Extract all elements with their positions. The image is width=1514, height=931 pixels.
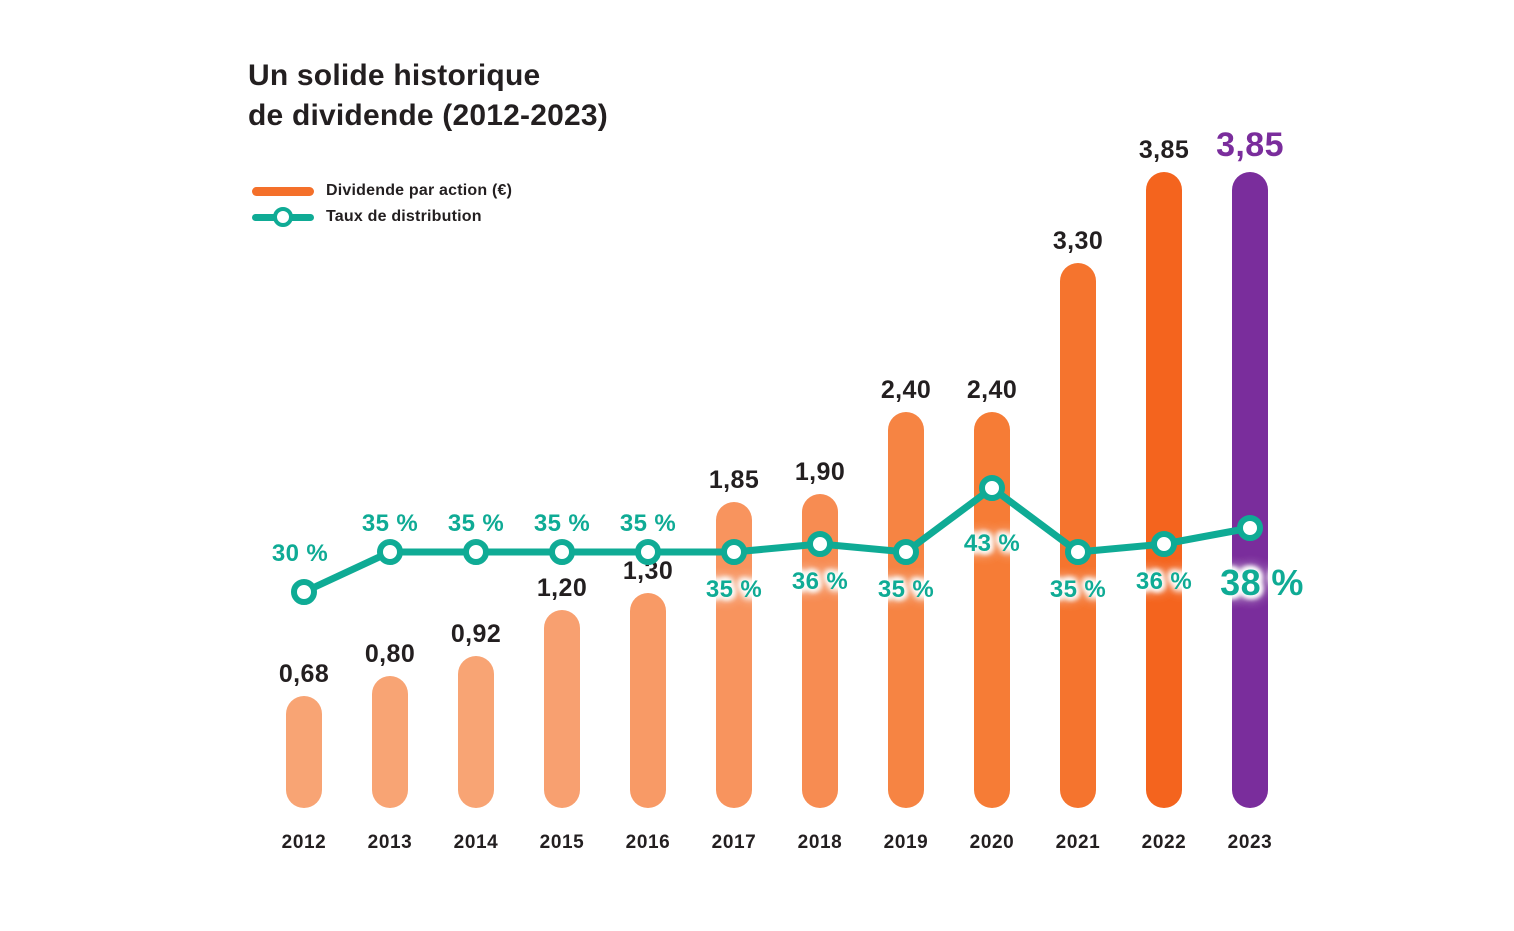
- bar-value-label-2017: 1,85: [708, 466, 760, 495]
- page-title: Un solide historique de dividende (2012-…: [248, 59, 608, 132]
- distribution-rate-label-2015: 35 %: [533, 510, 591, 537]
- bar-2013[interactable]: [372, 675, 408, 808]
- distribution-rate-label-2022: 36 %: [1135, 568, 1193, 595]
- legend-item-taux: Taux de distribution: [252, 204, 512, 230]
- x-axis-label-2013: 2013: [367, 832, 413, 853]
- bar-2020[interactable]: [974, 411, 1010, 808]
- x-axis-label-2015: 2015: [539, 832, 585, 853]
- distribution-rate-label-2013: 35 %: [361, 510, 419, 537]
- bar-value-label-2021: 3,30: [1052, 226, 1104, 255]
- legend-label-dividende: Dividende par action (€): [326, 182, 513, 199]
- bar-2016[interactable]: [630, 593, 666, 808]
- bar-2015[interactable]: [544, 609, 580, 808]
- bar-value-label-2018: 1,90: [794, 458, 846, 487]
- legend-label-taux: Taux de distribution: [326, 208, 482, 225]
- bar-2021[interactable]: [1060, 262, 1096, 808]
- bar-swatch-icon: [252, 180, 314, 202]
- bar-value-label-2014: 0,92: [450, 620, 502, 649]
- x-axis-label-2023: 2023: [1227, 832, 1273, 853]
- x-axis-label-2014: 2014: [453, 832, 499, 853]
- bar-value-label-2015: 1,20: [536, 573, 588, 602]
- distribution-rate-label-2014: 35 %: [447, 510, 505, 537]
- x-axis-label-2018: 2018: [797, 832, 843, 853]
- distribution-rate-label-2021: 35 %: [1049, 576, 1107, 603]
- distribution-rate-label-2016: 35 %: [619, 510, 677, 537]
- chart-legend: Dividende par action (€) Taux de distrib…: [252, 178, 512, 230]
- x-axis-label-2021: 2021: [1055, 832, 1101, 853]
- bar-2019[interactable]: [888, 411, 924, 808]
- x-axis-label-2022: 2022: [1141, 832, 1187, 853]
- bar-value-label-2016: 1,30: [622, 557, 674, 586]
- bar-value-label-2023: 3,85: [1216, 126, 1284, 164]
- distribution-rate-label-2017: 35 %: [705, 576, 763, 603]
- distribution-rate-label-2018: 36 %: [791, 568, 849, 595]
- bar-value-label-2013: 0,80: [364, 639, 416, 668]
- line-marker-swatch-icon: [252, 206, 314, 228]
- bar-value-label-2022: 3,85: [1138, 136, 1190, 164]
- bar-value-label-2020: 2,40: [966, 375, 1018, 404]
- bar-2023[interactable]: [1232, 172, 1268, 808]
- bar-2022[interactable]: [1146, 172, 1182, 808]
- bar-2017[interactable]: [716, 502, 752, 808]
- bar-2014[interactable]: [458, 656, 494, 808]
- legend-item-dividende: Dividende par action (€): [252, 178, 512, 204]
- distribution-rate-label-2023: 38 %: [1220, 562, 1304, 603]
- bar-2012[interactable]: [286, 695, 322, 808]
- bar-2018[interactable]: [802, 494, 838, 808]
- x-axis-label-2017: 2017: [711, 832, 757, 853]
- distribution-rate-label-2012: 30 %: [271, 540, 329, 567]
- bar-value-label-2012: 0,68: [278, 659, 330, 688]
- x-axis-label-2019: 2019: [883, 832, 929, 853]
- x-axis-label-2016: 2016: [625, 832, 671, 853]
- bar-value-label-2019: 2,40: [880, 375, 932, 404]
- distribution-rate-label-2019: 35 %: [877, 576, 935, 603]
- x-axis-label-2012: 2012: [281, 832, 327, 853]
- x-axis-label-2020: 2020: [969, 832, 1015, 853]
- distribution-rate-label-2020: 43 %: [963, 530, 1021, 557]
